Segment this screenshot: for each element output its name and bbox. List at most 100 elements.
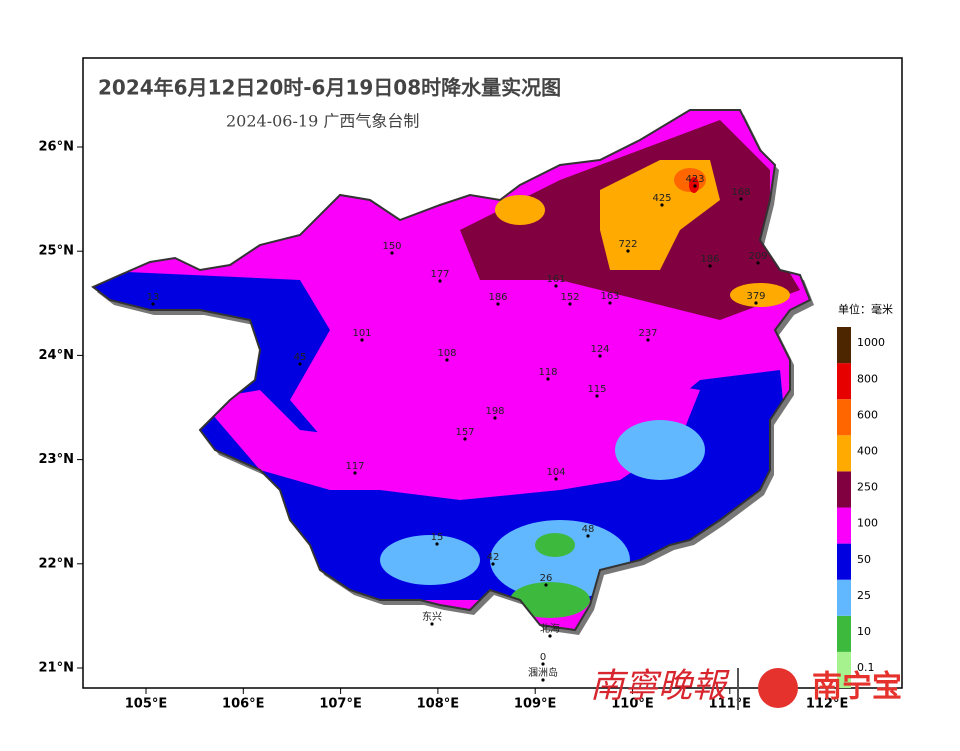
legend-label: 100	[857, 517, 878, 530]
station-dot	[548, 634, 552, 638]
legend-swatch	[837, 363, 851, 400]
station-dot	[445, 358, 449, 362]
lon-label: 112°E	[806, 697, 849, 712]
legend-label: 1000	[857, 336, 885, 349]
lon-label: 108°E	[417, 697, 460, 712]
station-label: 425	[652, 193, 671, 204]
station-dot	[660, 203, 664, 207]
lat-label: 24°N	[39, 348, 74, 363]
lat-label: 21°N	[39, 661, 74, 676]
station-dot	[353, 471, 357, 475]
legend-swatch	[837, 471, 851, 508]
station-label: 45	[294, 352, 307, 363]
legend-swatch	[837, 579, 851, 616]
legend-label: 800	[857, 372, 878, 385]
lat-label: 26°N	[39, 140, 74, 155]
legend-swatch	[837, 327, 851, 364]
station-dot	[541, 678, 545, 682]
station-dot	[438, 279, 442, 283]
station-label: 13	[147, 292, 160, 303]
station-label: 东兴	[422, 610, 442, 623]
lat-label: 22°N	[39, 556, 74, 571]
station-label: 涠洲岛	[528, 666, 558, 679]
station-dot	[626, 249, 630, 253]
station-dot	[756, 261, 760, 265]
station-label: 0	[540, 652, 546, 663]
station-label: 198	[485, 406, 504, 417]
station-dot	[708, 264, 712, 268]
station-dot	[491, 562, 495, 566]
station-dot	[463, 437, 467, 441]
watermark-logo	[758, 668, 798, 708]
station-dot	[646, 338, 650, 342]
legend-swatch	[837, 507, 851, 544]
station-label: 177	[430, 269, 449, 280]
station-label: 379	[746, 291, 765, 302]
station-label: 161	[546, 274, 565, 285]
lon-label: 110°E	[611, 697, 654, 712]
station-dot	[151, 302, 155, 306]
legend-label: 10	[857, 625, 871, 638]
station-dot	[598, 354, 602, 358]
station-dot	[430, 622, 434, 626]
station-label: 209	[748, 251, 767, 262]
station-dot	[390, 251, 394, 255]
subtitle: 2024-06-19 广西气象台制	[226, 112, 419, 131]
station-label: 186	[488, 292, 507, 303]
lon-label: 107°E	[319, 697, 362, 712]
title: 2024年6月12日20时-6月19日08时降水量实况图	[98, 76, 561, 100]
legend-swatch	[837, 615, 851, 652]
station-label: 101	[352, 328, 371, 339]
station-dot	[544, 583, 548, 587]
station-label: 115	[587, 384, 606, 395]
station-dot	[435, 542, 439, 546]
watermark: 南宁宝	[812, 670, 902, 705]
station-label: 124	[590, 344, 609, 355]
station-dot	[754, 301, 758, 305]
legend-label: 0.1	[857, 661, 875, 674]
lat-label: 23°N	[39, 452, 74, 467]
station-dot	[493, 416, 497, 420]
station-label: 104	[546, 467, 565, 478]
station-dot	[568, 302, 572, 306]
legend-label: 25	[857, 589, 871, 602]
station-dot	[595, 394, 599, 398]
station-label: 117	[345, 461, 364, 472]
station-label: 237	[638, 328, 657, 339]
legend-label: 600	[857, 408, 878, 421]
legend-swatch	[837, 543, 851, 580]
station-dot	[496, 302, 500, 306]
lon-label: 109°E	[514, 697, 557, 712]
legend-swatch	[837, 435, 851, 472]
legend-unit: 单位：毫米	[838, 302, 893, 316]
station-label: 157	[455, 427, 474, 438]
station-dot	[541, 662, 545, 666]
station-label: 186	[700, 254, 719, 265]
station-label: 168	[731, 187, 750, 198]
station-label: 150	[382, 241, 401, 252]
legend-swatch	[837, 399, 851, 436]
station-label: 15	[431, 532, 444, 543]
station-dot	[554, 284, 558, 288]
station-label: 北海	[540, 622, 560, 635]
station-label: 118	[538, 367, 557, 378]
legend-label: 250	[857, 481, 878, 494]
lon-label: 106°E	[222, 697, 265, 712]
station-dot	[586, 534, 590, 538]
station-dot	[693, 184, 697, 188]
legend-label: 50	[857, 553, 871, 566]
lon-label: 105°E	[125, 697, 168, 712]
station-dot	[739, 197, 743, 201]
station-dot	[546, 377, 550, 381]
station-label: 423	[685, 174, 704, 185]
station-label: 42	[487, 552, 500, 563]
legend-label: 400	[857, 445, 878, 458]
station-label: 48	[582, 524, 595, 535]
station-label: 163	[600, 291, 619, 302]
station-dot	[298, 362, 302, 366]
station-label: 26	[540, 573, 553, 584]
station-label: 722	[618, 239, 637, 250]
lon-label: 111°E	[709, 697, 752, 712]
legend-swatch	[837, 651, 851, 688]
